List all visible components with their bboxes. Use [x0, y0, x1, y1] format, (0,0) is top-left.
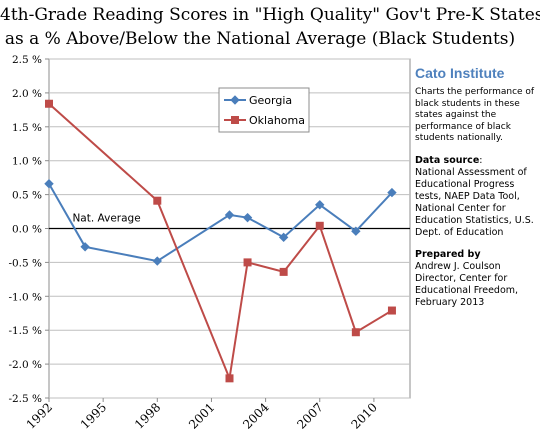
data-source-heading: Data source: [415, 155, 538, 167]
chart-description: Charts the performance of black students… [415, 87, 535, 143]
data-point [278, 232, 289, 243]
org-name: Cato Institute [415, 65, 505, 81]
y-tick-label: -2.5 % [8, 393, 42, 405]
x-tick-label: 1998 [132, 400, 163, 431]
y-tick-label: 1.5 % [12, 122, 42, 134]
y-tick-label: -1.5 % [8, 325, 42, 337]
data-source-text: National Assessment of Educational Progr… [415, 166, 534, 238]
data-point [242, 212, 253, 223]
data-point [231, 116, 239, 124]
y-tick-label: -0.5 % [8, 257, 42, 269]
x-tick-label: 2010 [349, 400, 380, 431]
y-tick-label: 0.5 % [12, 190, 42, 202]
prepared-by-label: Prepared by [415, 248, 481, 260]
series-line [48, 103, 393, 383]
data-source-colon: : [479, 154, 483, 166]
data-point [351, 328, 360, 337]
x-tick-label: 1995 [78, 400, 109, 431]
data-point [80, 242, 90, 252]
x-tick-label: 2001 [186, 400, 217, 431]
y-tick-label: -1.0 % [8, 291, 42, 303]
chart-title-line-2: as a % Above/Below the National Average … [4, 29, 516, 49]
info-sidebar: Cato Institute Charts the performance of… [415, 65, 538, 319]
legend-label: Oklahoma [249, 114, 305, 127]
data-point [152, 256, 163, 266]
data-point [224, 210, 235, 220]
x-tick-label: 2004 [240, 400, 272, 432]
y-tick-label: 2.5 % [12, 54, 42, 66]
data-point [243, 258, 252, 267]
legend-box [218, 87, 310, 133]
data-point [387, 187, 397, 198]
data-point [225, 374, 234, 383]
x-tick-label: 2007 [294, 400, 325, 431]
data-point [44, 179, 54, 189]
y-tick-label: 2.0 % [12, 88, 42, 100]
data-point [315, 200, 325, 210]
data-point [45, 99, 53, 108]
data-source-label: Data source [415, 154, 480, 166]
legend-label: Georgia [249, 94, 292, 107]
data-point [387, 306, 396, 315]
data-point [153, 196, 162, 205]
y-tick-label: 1.0 % [12, 156, 42, 168]
y-tick-label: -2.0 % [8, 359, 42, 371]
data-point [315, 221, 324, 230]
prepared-by-text: Andrew J. Coulson Director, Center for E… [415, 260, 519, 308]
y-tick-label: 0.0 % [12, 224, 42, 236]
data-point [351, 226, 361, 236]
chart-title-line-1: 4th-Grade Reading Scores in "High Qualit… [0, 5, 540, 25]
data-point [230, 95, 240, 105]
national-average-label: Nat. Average [72, 213, 140, 225]
data-point [279, 267, 288, 276]
